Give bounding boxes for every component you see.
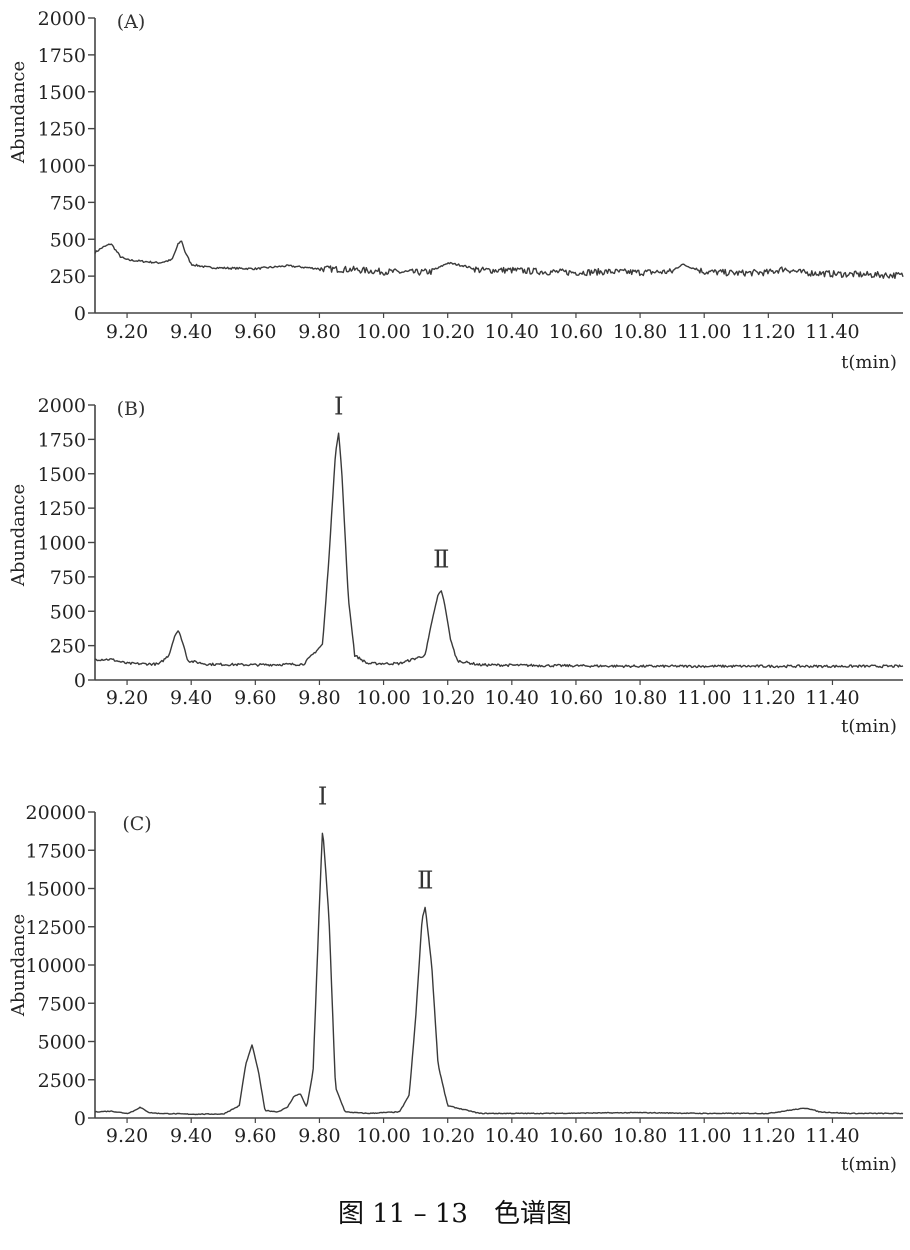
x-tick-label: 9.80	[298, 321, 340, 343]
y-tick-label: 15000	[26, 879, 86, 901]
x-tick-label: 11.40	[805, 687, 859, 709]
x-tick-label: 11.00	[677, 321, 731, 343]
y-tick-label: 2000	[38, 8, 86, 30]
x-tick-label: 10.00	[356, 321, 410, 343]
x-tick-label: 11.20	[741, 687, 795, 709]
peak-label: Ⅰ	[318, 782, 327, 810]
x-tick-label: 10.60	[549, 321, 603, 343]
x-tick-label: 9.60	[234, 687, 276, 709]
x-tick-label: 11.20	[741, 1125, 795, 1147]
x-axis-title: t(min)	[841, 716, 897, 737]
x-tick-label: 10.80	[613, 321, 667, 343]
y-tick-label: 2000	[38, 395, 86, 417]
y-tick-label: 750	[50, 192, 86, 214]
x-tick-label: 10.60	[549, 1125, 603, 1147]
y-tick-label: 2500	[38, 1070, 86, 1092]
panel-label: (A)	[117, 11, 146, 33]
y-tick-label: 1000	[38, 533, 86, 555]
y-tick-label: 10000	[26, 955, 86, 977]
y-tick-label: 12500	[26, 917, 86, 939]
y-tick-label: 1750	[38, 429, 86, 451]
x-tick-label: 10.60	[549, 687, 603, 709]
x-tick-label: 10.80	[613, 687, 667, 709]
chart-panel-3: 0 2500 5000 7500 10000 12500 15000 17500 20000 9.…	[8, 782, 904, 1175]
x-axis-title: t(min)	[841, 1154, 897, 1175]
y-tick-label: 500	[50, 229, 86, 251]
y-tick-label: 7500	[38, 993, 86, 1015]
series-line-1	[94, 240, 904, 279]
y-tick-label: 1500	[38, 464, 86, 486]
peak-label: Ⅱ	[433, 545, 449, 573]
chart-panel-1: 0 250 500 750 1000 1250 1500 1750 2000 9.20 9.40 9.…	[8, 8, 904, 373]
y-tick-label: 1250	[38, 119, 86, 141]
y-axis-title: Abundance	[8, 61, 29, 164]
x-axis-title: t(min)	[841, 352, 897, 373]
y-tick-label: 1750	[38, 45, 86, 67]
x-tick-label: 11.40	[805, 321, 859, 343]
x-tick-label: 9.20	[106, 1125, 148, 1147]
x-tick-label: 9.60	[234, 321, 276, 343]
y-tick-label: 0	[74, 303, 86, 325]
y-tick-label: 500	[50, 601, 86, 623]
chart-panel-2: 0 250 500 750 1000 1250 1500 1750 2000 9.20 9.40 9.…	[8, 393, 904, 737]
y-tick-label: 750	[50, 567, 86, 589]
x-tick-label: 9.20	[106, 687, 148, 709]
x-tick-label: 10.40	[485, 1125, 539, 1147]
x-tick-label: 11.20	[741, 321, 795, 343]
x-tick-label: 10.20	[420, 321, 474, 343]
y-tick-label: 250	[50, 636, 86, 658]
x-tick-label: 11.00	[677, 687, 731, 709]
panel-label: (C)	[122, 813, 151, 835]
series-line-1	[94, 832, 904, 1116]
x-tick-label: 10.00	[356, 1125, 410, 1147]
peak-label: Ⅱ	[417, 867, 433, 895]
x-tick-label: 10.00	[356, 687, 410, 709]
x-tick-label: 10.80	[613, 1125, 667, 1147]
x-tick-label: 11.00	[677, 1125, 731, 1147]
x-tick-label: 10.40	[485, 687, 539, 709]
series-line-1	[94, 432, 904, 669]
x-tick-label: 10.20	[420, 1125, 474, 1147]
x-tick-label: 9.80	[298, 687, 340, 709]
y-tick-label: 1000	[38, 156, 86, 178]
panel-label: (B)	[117, 398, 146, 420]
x-tick-label: 9.20	[106, 321, 148, 343]
x-tick-label: 9.80	[298, 1125, 340, 1147]
x-tick-label: 9.40	[170, 687, 212, 709]
peak-label: Ⅰ	[334, 393, 343, 421]
x-tick-label: 9.40	[170, 1125, 212, 1147]
figure-caption: 图 11 – 13 色谱图	[338, 1199, 572, 1229]
y-tick-label: 17500	[26, 840, 86, 862]
y-tick-label: 20000	[26, 802, 86, 824]
y-axis-title: Abundance	[8, 914, 29, 1017]
y-tick-label: 1250	[38, 498, 86, 520]
y-tick-label: 250	[50, 266, 86, 288]
y-tick-label: 5000	[38, 1032, 86, 1054]
y-tick-label: 0	[74, 670, 86, 692]
y-tick-label: 0	[74, 1108, 86, 1130]
y-tick-label: 1500	[38, 82, 86, 104]
y-axis-title: Abundance	[8, 484, 29, 587]
x-tick-label: 10.40	[485, 321, 539, 343]
x-tick-label: 9.60	[234, 1125, 276, 1147]
x-tick-label: 9.40	[170, 321, 212, 343]
x-tick-label: 10.20	[420, 687, 474, 709]
x-tick-label: 11.40	[805, 1125, 859, 1147]
